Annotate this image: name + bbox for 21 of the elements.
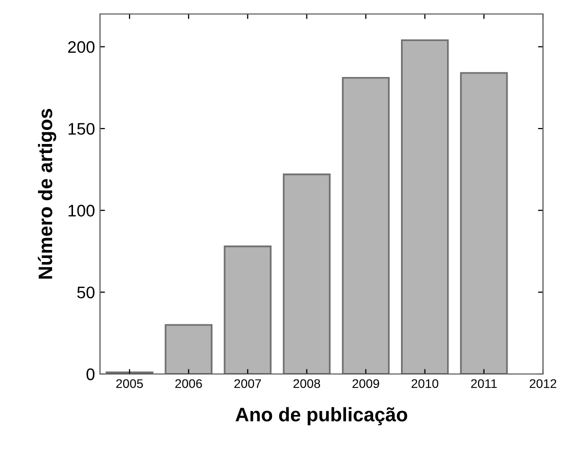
bar (400, 39, 449, 374)
x-tick-label: 2006 (175, 379, 202, 388)
bar (460, 72, 508, 374)
x-tick-label: 2012 (530, 379, 556, 388)
bar (342, 76, 390, 374)
y-tick-label: 0 (86, 368, 94, 380)
x-tick-label: 2007 (234, 379, 261, 388)
bar (282, 174, 331, 374)
y-tick-label: 50 (77, 286, 94, 298)
x-tick-label: 2008 (293, 379, 320, 388)
bar (224, 246, 272, 374)
x-tick-label: 2010 (412, 379, 438, 388)
y-tick-label: 150 (68, 122, 94, 135)
x-axis-title: Ano de publicação (236, 407, 408, 426)
bar (164, 324, 212, 374)
y-tick-label: 100 (68, 204, 94, 217)
x-tick-label: 2005 (116, 379, 143, 388)
x-tick-label: 2011 (471, 379, 497, 388)
y-tick-label: 200 (68, 41, 94, 53)
x-tick-label: 2009 (352, 379, 380, 388)
y-axis-title: Número de artigos (38, 108, 56, 279)
